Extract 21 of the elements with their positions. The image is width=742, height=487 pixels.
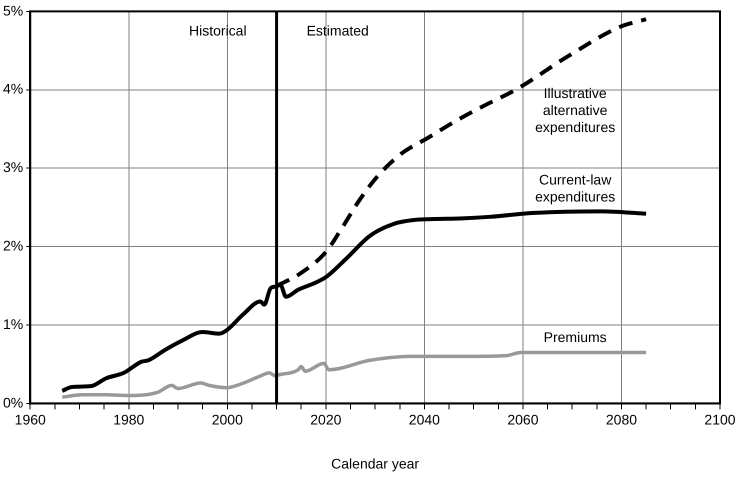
series-label: Premiums <box>544 328 607 345</box>
x-tick-label: 1960 <box>14 412 46 428</box>
x-axis-title: Calendar year <box>331 455 420 472</box>
annotation: Estimated <box>306 22 369 38</box>
line-series <box>60 350 648 399</box>
x-tick-label: 1980 <box>113 412 145 428</box>
annotation: Historical <box>189 22 247 38</box>
x-tick-label: 2060 <box>507 412 539 428</box>
y-tick-label: 5% <box>3 2 24 18</box>
x-tick-label: 2040 <box>408 412 440 428</box>
y-tick-label: 2% <box>3 237 24 254</box>
series-label: Current-law expenditures <box>535 171 616 204</box>
y-tick-label: 1% <box>3 316 24 332</box>
y-tick-label: 4% <box>3 80 24 97</box>
y-tick-label: 0% <box>3 394 24 410</box>
x-tick-label: 2020 <box>310 412 342 428</box>
x-tick-label: 2000 <box>212 412 244 428</box>
x-tick-label: 2080 <box>606 412 638 428</box>
series-label: Illustrative alternative expenditures <box>535 84 616 135</box>
x-tick-label: 2100 <box>704 412 736 428</box>
y-tick-label: 3% <box>3 159 24 176</box>
